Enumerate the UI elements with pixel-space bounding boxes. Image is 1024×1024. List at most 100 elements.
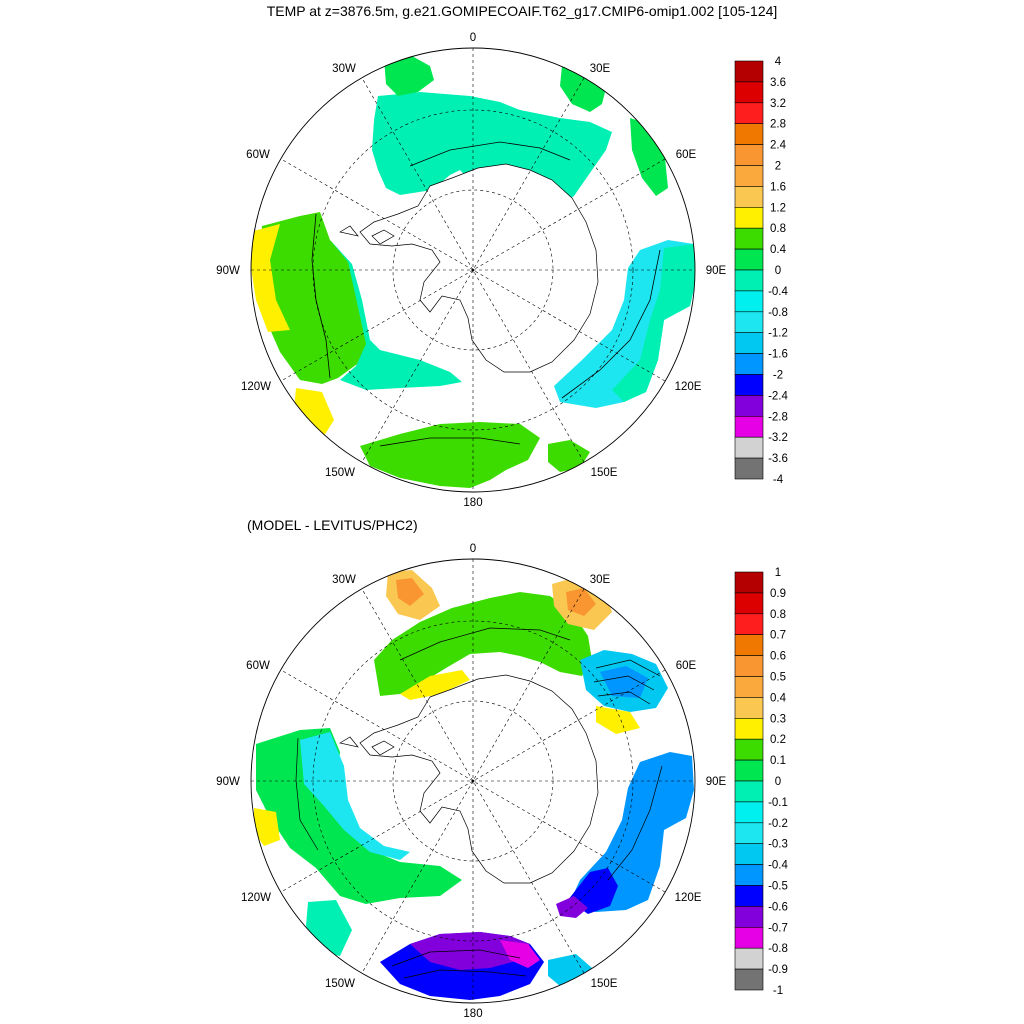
field2-pacific-cyan-120w [306, 900, 352, 956]
panel-2-title: (MODEL - LEVITUS/PHC2) [247, 517, 418, 533]
colorbar-swatch [734, 290, 764, 313]
colorbar-swatch [734, 102, 764, 125]
colorbar-swatch [734, 906, 764, 928]
lon-label-90w: 90W [216, 265, 240, 277]
lon-label-120w: 120W [241, 381, 271, 393]
colorbar-swatch [734, 968, 764, 991]
colorbar-swatch [734, 60, 764, 83]
field-pacific-cyan [330, 240, 462, 390]
colorbar-level-label: -0.2 [768, 818, 788, 830]
field2-orange-30w-core [396, 578, 424, 606]
colorbar-level-label: -2.8 [768, 411, 788, 423]
longitude-labels-1: 0 30E 60E 90E 120E 150E 180 150W 120W 90… [216, 32, 726, 509]
field-ross-green-150e [548, 440, 590, 472]
contour2-60e-a [595, 659, 661, 677]
colorbar-swatch [734, 353, 764, 375]
panel-temperature: TEMP at z=3876.5m, g.e21.GOMIPECOAIF.T62… [216, 3, 788, 509]
colorbar-swatch [734, 738, 764, 761]
contour-line-ross [379, 437, 521, 447]
field2-atlantic-yellow [400, 670, 470, 700]
lon2-label-90e: 90E [706, 776, 727, 788]
colorbar-swatch [734, 436, 764, 459]
latitude2-circle-outer [312, 620, 634, 942]
field-green-30e [560, 66, 606, 112]
meridian2-30e-150w [361, 588, 585, 974]
field-green-60e [630, 118, 668, 196]
lon-label-60e: 60E [676, 149, 697, 161]
colorbar-level-label: 0 [775, 265, 781, 277]
colorbar-swatch [734, 780, 764, 803]
antarctica-coastline [359, 163, 599, 373]
contour-lines-2 [295, 627, 663, 979]
field2-ross-violet [410, 932, 530, 970]
colorbar-level-label: 0.2 [770, 734, 786, 746]
colorbar-swatch [734, 592, 764, 615]
colorbar-swatch [734, 947, 764, 970]
colorbar-level-label: 0.4 [770, 244, 787, 256]
colorbar-level-label: -0.1 [768, 797, 788, 809]
lon-label-60w: 60W [246, 149, 270, 161]
lon2-label-30w: 30W [332, 574, 356, 586]
meridian-60e-120w [280, 158, 666, 382]
field2-pacific-yellow [254, 808, 280, 846]
colorbar-swatch [734, 613, 764, 635]
colorbar-swatch [734, 634, 764, 656]
contour-line-atlantic [409, 141, 571, 167]
field2-yellow-60e [596, 706, 640, 734]
field-pacific-green [258, 212, 370, 384]
colorbar-swatch [734, 81, 764, 104]
south-pole-marker [471, 268, 475, 272]
lon-label-150e: 150E [591, 467, 618, 479]
colorbar-level-label: 0.8 [770, 223, 786, 235]
panel-difference: (MODEL - LEVITUS/PHC2) [216, 517, 788, 1020]
contour-line-indian [561, 249, 661, 399]
colorbar-level-label: -0.3 [768, 839, 788, 851]
meridian-120e-60w [280, 158, 666, 382]
longitude-labels-2: 0 30E 60E 90E 120E 150E 180 150W 120W 90… [216, 543, 726, 1020]
colorbar-swatch [734, 165, 764, 187]
lon2-label-90w: 90W [216, 776, 240, 788]
polar-map-temperature [251, 48, 695, 492]
antarctic-peninsula-2 [339, 736, 395, 756]
colorbar-level-label: 2.8 [770, 119, 786, 131]
colorbar-level-label: -0.8 [768, 307, 788, 319]
lon2-label-180: 180 [463, 1008, 482, 1020]
antarctic-peninsula [339, 225, 395, 245]
colorbar-swatch [734, 269, 764, 292]
field2-ross-150e [548, 954, 592, 986]
colorbar-level-label: -0.9 [768, 964, 788, 976]
antarctica-coastline-2 [359, 674, 599, 884]
colorbar-level-label: 1 [775, 567, 781, 579]
colorbar-swatch [734, 395, 764, 417]
colorbar-swatch [734, 207, 764, 229]
lon2-label-150e: 150E [591, 978, 618, 990]
colorbar-temperature: 4 3.6 3.2 2.8 2.4 2 1.6 1.2 0.8 0.4 0 -0.4 -0.8 -1.2 -… [734, 56, 789, 486]
polar-map-difference [251, 559, 695, 1003]
contour2-indian [607, 765, 663, 881]
map-1-border [250, 47, 696, 493]
colorbar-swatch [734, 311, 764, 333]
contour-lines [311, 141, 661, 447]
colorbar-swatch [734, 864, 764, 886]
meridian-150e-30w [361, 77, 585, 463]
colorbar-level-label: -2 [773, 370, 783, 382]
colorbar-swatch [734, 332, 764, 354]
field-ross-green [360, 422, 540, 488]
colorbar-swatch [734, 822, 764, 844]
lon-label-120e: 120E [675, 381, 702, 393]
contour2-pacific [295, 737, 319, 851]
contour2-60e-c [597, 691, 651, 705]
field-pacific-yellow-120w [294, 388, 334, 436]
lon2-label-150w: 150W [325, 978, 355, 990]
lon2-label-120w: 120W [241, 892, 271, 904]
colorbar-swatch [734, 415, 764, 438]
contour2-60e-b [593, 675, 655, 691]
field2-blue-60e-core [600, 666, 648, 698]
lon2-label-60e: 60E [676, 660, 697, 672]
colorbar-swatch [734, 885, 764, 907]
colorbar-swatch [734, 759, 764, 782]
colorbar-level-label: -1.2 [768, 328, 788, 340]
colorbar-swatch [734, 717, 764, 740]
colorbar-level-label: 0.1 [770, 755, 786, 767]
